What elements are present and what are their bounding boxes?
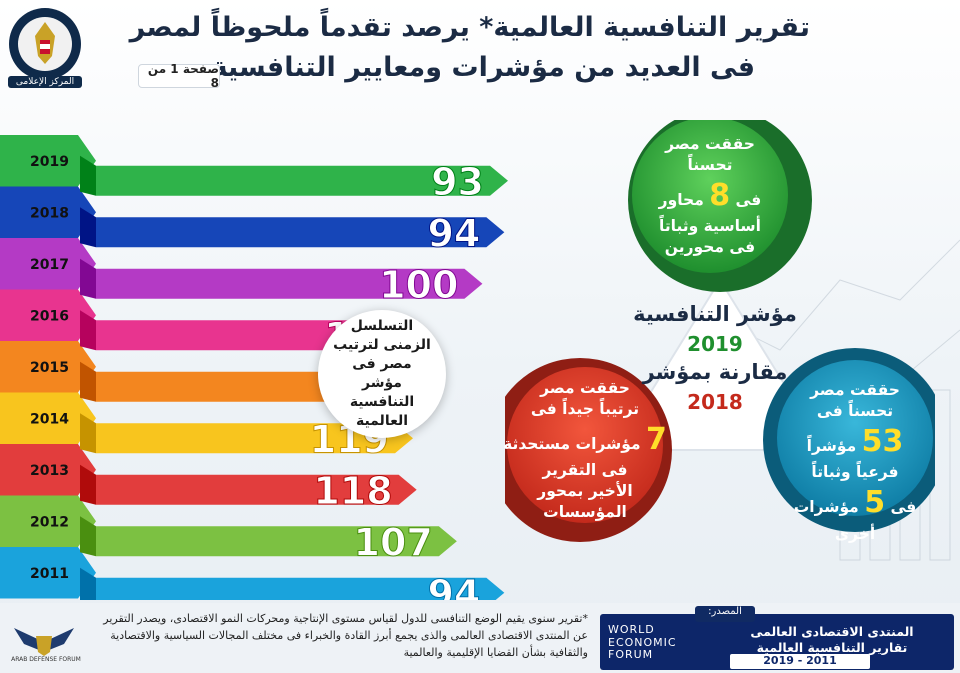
bar-fold [80, 516, 96, 557]
blue-post-num: مؤشراً [806, 436, 857, 455]
red-line1: حققت مصر [540, 379, 630, 397]
red-circle [507, 367, 663, 523]
chart-caption: التسلسل الزمنى لترتيب مصر فى مؤشر التناف… [333, 318, 431, 429]
red-line6: المؤسسات [543, 503, 627, 522]
year-tab [0, 392, 96, 444]
source-label: المصدر: [695, 606, 755, 622]
rank-bar [96, 165, 508, 196]
year-tab [0, 341, 96, 393]
year-tab [0, 186, 96, 238]
comparison-center: مؤشر التنافسية 2019 مقارنة بمؤشر 2018 [620, 302, 810, 414]
red-line4: فى التقرير [542, 461, 628, 480]
rank-value-label: 118 [313, 469, 392, 513]
year-label: 2017 [30, 257, 69, 273]
year-tab [0, 135, 96, 187]
chart-caption-circle: التسلسل الزمنى لترتيب مصر فى مؤشر التناف… [318, 310, 446, 438]
rank-value-label: 107 [354, 520, 433, 564]
rank-bar [96, 474, 417, 505]
red-number: 7 [646, 421, 667, 457]
blue-line4: فرعياً وثباتاً [811, 463, 899, 482]
blue-number2: 5 [864, 485, 886, 521]
green-circle [632, 120, 788, 273]
green-line2: تحسناً [687, 155, 733, 174]
bar-fold [80, 155, 96, 196]
bar-fold [80, 310, 96, 351]
green-circle-text: حققت مصر تحسناً فى 8 محاور أساسية وثباتا… [630, 134, 790, 258]
adf-logo-text: ARAB DEFENSE FORUM [11, 656, 81, 663]
center-year1: 2019 [687, 332, 743, 356]
red-post-num: مؤشرات مستحدثة [503, 434, 641, 453]
year-label: 2018 [30, 205, 69, 221]
green-pre-num: فى [735, 190, 762, 209]
year-tab [0, 238, 96, 290]
blue-line6: أخرى [834, 524, 876, 543]
green-number: 8 [709, 177, 731, 213]
blue-post-num2: مؤشرات [793, 498, 859, 517]
rank-value-label: 100 [379, 263, 458, 307]
blue-circle-text: حققت مصر تحسناً فى 53 مؤشراً فرعياً وثبا… [780, 380, 930, 545]
rank-bar [96, 268, 483, 299]
page-title-line2: فى العديد من مؤشرات ومعايير التنافسية [211, 52, 755, 83]
year-label: 2014 [30, 411, 69, 427]
red-line2: ترتيباً جيداً فى [530, 399, 640, 418]
wef-line1: WORLD [608, 623, 655, 636]
blue-line2: تحسناً فى [816, 401, 894, 420]
bar-fold [80, 413, 96, 454]
bar-fold [80, 464, 96, 505]
center-line2: مقارنة بمؤشر [642, 360, 788, 384]
comparison-diagram [505, 120, 935, 542]
blue-circle [777, 360, 933, 516]
egypt-cabinet-logo [9, 8, 81, 80]
year-tab [0, 495, 96, 547]
wef-line3: FORUM [608, 648, 654, 662]
rank-bar [96, 526, 457, 557]
green-line5: فى محورين [664, 238, 756, 257]
year-tab [0, 444, 96, 496]
logo-caption: المركز الإعلامى [8, 76, 82, 88]
logo-line: المركز الإعلامى [15, 77, 75, 87]
bar-fold [80, 207, 96, 248]
year-label: 2012 [30, 514, 69, 530]
wef-line2: ECONOMIC [608, 635, 677, 649]
green-post-num: محاور [658, 190, 704, 209]
green-line4: أساسية وثباتاً [659, 217, 761, 236]
blue-pre-num2: فى [890, 498, 917, 517]
footnote: *تقرير سنوى يقيم الوضع التنافسى للدول لق… [103, 612, 588, 660]
year-label: 2013 [30, 463, 69, 479]
ranking-bar-chart: 2019 2018 2017 2016 2015 2014 2013 2012 2011 93 94… [0, 135, 508, 600]
page-indicator: صفحة 1 من 8 [138, 62, 220, 90]
year-label: 2019 [30, 154, 69, 170]
source-line1: المنتدى الاقتصادى العالمى [750, 624, 914, 639]
bar-fold [80, 258, 96, 299]
bar-fold [80, 361, 96, 402]
rank-value-label: 94 [427, 211, 480, 255]
red-circle-text: حققت مصر ترتيباً جيداً فى 7 مؤشرات مستحد… [500, 378, 670, 523]
rank-value-label: 94 [427, 572, 480, 600]
center-line1: مؤشر التنافسية [633, 302, 797, 326]
year-tab [0, 289, 96, 341]
year-label: 2016 [30, 308, 69, 324]
year-tab [0, 547, 96, 599]
center-year2: 2018 [687, 390, 743, 414]
year-label: 2015 [30, 360, 69, 376]
green-line1: حققت مصر [665, 135, 755, 153]
blue-line1: حققت مصر [810, 381, 900, 399]
year-label: 2011 [30, 566, 69, 582]
source-years: 2019 - 2011 [730, 654, 870, 669]
source-text: المنتدى الاقتصادى العالمى تقارير التنافس… [715, 624, 949, 657]
bar-fold [80, 567, 96, 600]
rank-bar [96, 577, 505, 600]
rank-value-label: 93 [431, 160, 484, 204]
source-line2: تقارير التنافسية العالمية [756, 640, 908, 656]
arab-defense-forum-logo [14, 628, 74, 656]
rank-bar [96, 217, 505, 248]
page-title-line1: تقرير التنافسية العالمية* يرصد تقدماً مل… [129, 12, 810, 43]
red-line5: الأخير بمحور [537, 482, 633, 501]
wef-logo: WORLD ECONOMIC FORUM [608, 623, 708, 662]
blue-number: 53 [861, 423, 904, 459]
rank-bar [96, 423, 413, 454]
